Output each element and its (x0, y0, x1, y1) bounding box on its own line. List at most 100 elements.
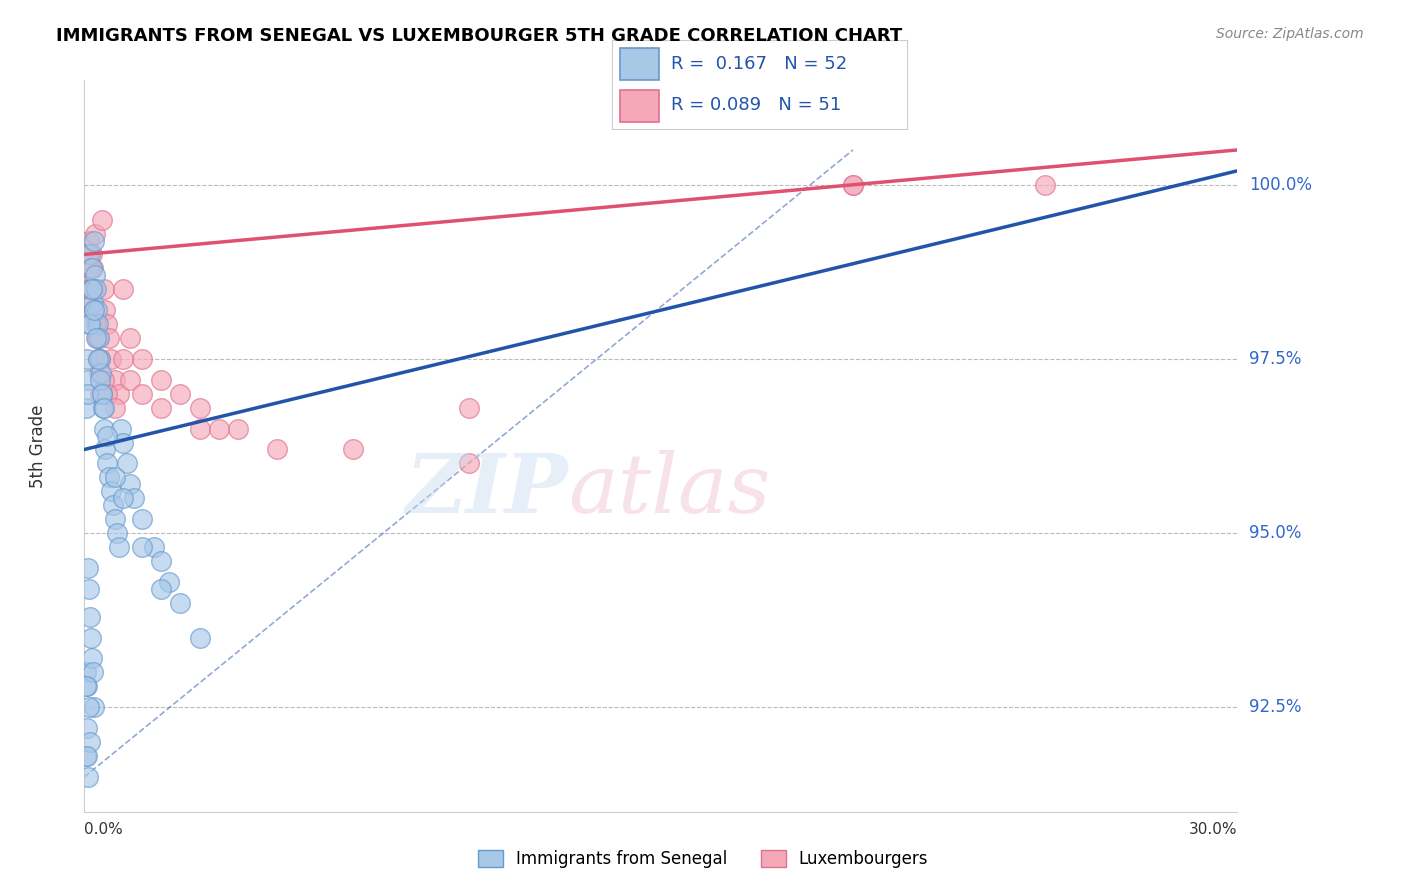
Point (157, 574, 180, 589)
Point (98, 470, 121, 484)
Point (131, 386, 153, 401)
Point (75, 247, 97, 261)
Point (83, 303, 105, 318)
Point (80, 631, 103, 645)
Point (84, 227, 107, 241)
Text: 5th Grade: 5th Grade (30, 404, 48, 488)
Legend: Immigrants from Senegal, Luxembourgers: Immigrants from Senegal, Luxembourgers (471, 843, 935, 875)
Text: R =  0.167   N = 52: R = 0.167 N = 52 (671, 55, 846, 73)
FancyBboxPatch shape (620, 90, 659, 122)
Point (87, 351, 110, 366)
Point (79, 282, 101, 296)
Point (103, 498, 124, 512)
Point (87, 366, 110, 380)
Point (79, 317, 101, 331)
Point (111, 351, 134, 366)
Point (80, 303, 103, 318)
Point (80, 651, 103, 665)
Text: 30.0%: 30.0% (1189, 822, 1237, 838)
Point (111, 491, 134, 506)
Point (86, 303, 108, 318)
Point (98, 331, 121, 345)
Point (75, 749, 97, 764)
Point (83, 303, 105, 318)
Point (80, 247, 103, 261)
Point (104, 470, 127, 484)
Point (142, 540, 165, 554)
Point (80, 282, 103, 296)
Point (842, 178, 865, 192)
Point (91, 401, 114, 415)
Point (87, 317, 110, 331)
Point (90, 386, 112, 401)
Point (77, 234, 100, 248)
Point (79, 261, 101, 276)
Point (77, 561, 100, 575)
Point (94, 442, 117, 457)
Point (82, 665, 104, 680)
Text: IMMIGRANTS FROM SENEGAL VS LUXEMBOURGER 5TH GRADE CORRELATION CHART: IMMIGRANTS FROM SENEGAL VS LUXEMBOURGER … (56, 27, 903, 45)
Point (96, 386, 118, 401)
Point (83, 282, 105, 296)
Point (82, 261, 104, 276)
Point (77, 700, 100, 714)
Point (90, 386, 112, 401)
Point (82, 296, 104, 310)
Point (131, 351, 153, 366)
Point (76, 282, 98, 296)
Point (169, 386, 191, 401)
Point (90, 212, 112, 227)
Point (76, 721, 98, 735)
Point (77, 770, 100, 784)
Point (93, 401, 115, 415)
Point (77, 261, 100, 276)
Point (131, 540, 153, 554)
Point (76, 679, 98, 693)
Point (188, 421, 211, 435)
Point (110, 421, 132, 435)
Point (94, 303, 117, 318)
Point (83, 700, 105, 714)
Point (75, 665, 97, 680)
Point (77, 373, 100, 387)
Point (76, 749, 98, 764)
Point (77, 247, 100, 261)
Point (104, 373, 127, 387)
Point (89, 373, 111, 387)
Point (77, 582, 100, 596)
Point (150, 582, 173, 596)
Point (208, 421, 231, 435)
Point (84, 268, 107, 283)
Point (150, 401, 173, 415)
Point (84, 317, 107, 331)
Point (87, 331, 110, 345)
Point (104, 401, 127, 415)
Point (96, 428, 118, 442)
Point (120, 477, 142, 491)
Point (100, 484, 122, 499)
Point (80, 261, 103, 276)
Point (457, 401, 479, 415)
Point (89, 351, 111, 366)
Point (120, 373, 142, 387)
Point (89, 386, 111, 401)
Point (96, 457, 118, 471)
Point (188, 631, 211, 645)
Point (79, 247, 101, 261)
Point (89, 351, 111, 366)
Point (93, 373, 115, 387)
Point (79, 735, 101, 749)
Point (115, 457, 138, 471)
Text: atlas: atlas (568, 450, 770, 530)
Point (842, 178, 865, 192)
Point (169, 596, 191, 610)
Text: R = 0.089   N = 51: R = 0.089 N = 51 (671, 96, 841, 114)
Point (86, 331, 108, 345)
Text: Source: ZipAtlas.com: Source: ZipAtlas.com (1216, 27, 1364, 41)
Text: 97.5%: 97.5% (1249, 350, 1301, 368)
Point (87, 351, 110, 366)
Point (131, 512, 153, 526)
Point (84, 331, 107, 345)
Point (111, 282, 134, 296)
Point (108, 386, 131, 401)
